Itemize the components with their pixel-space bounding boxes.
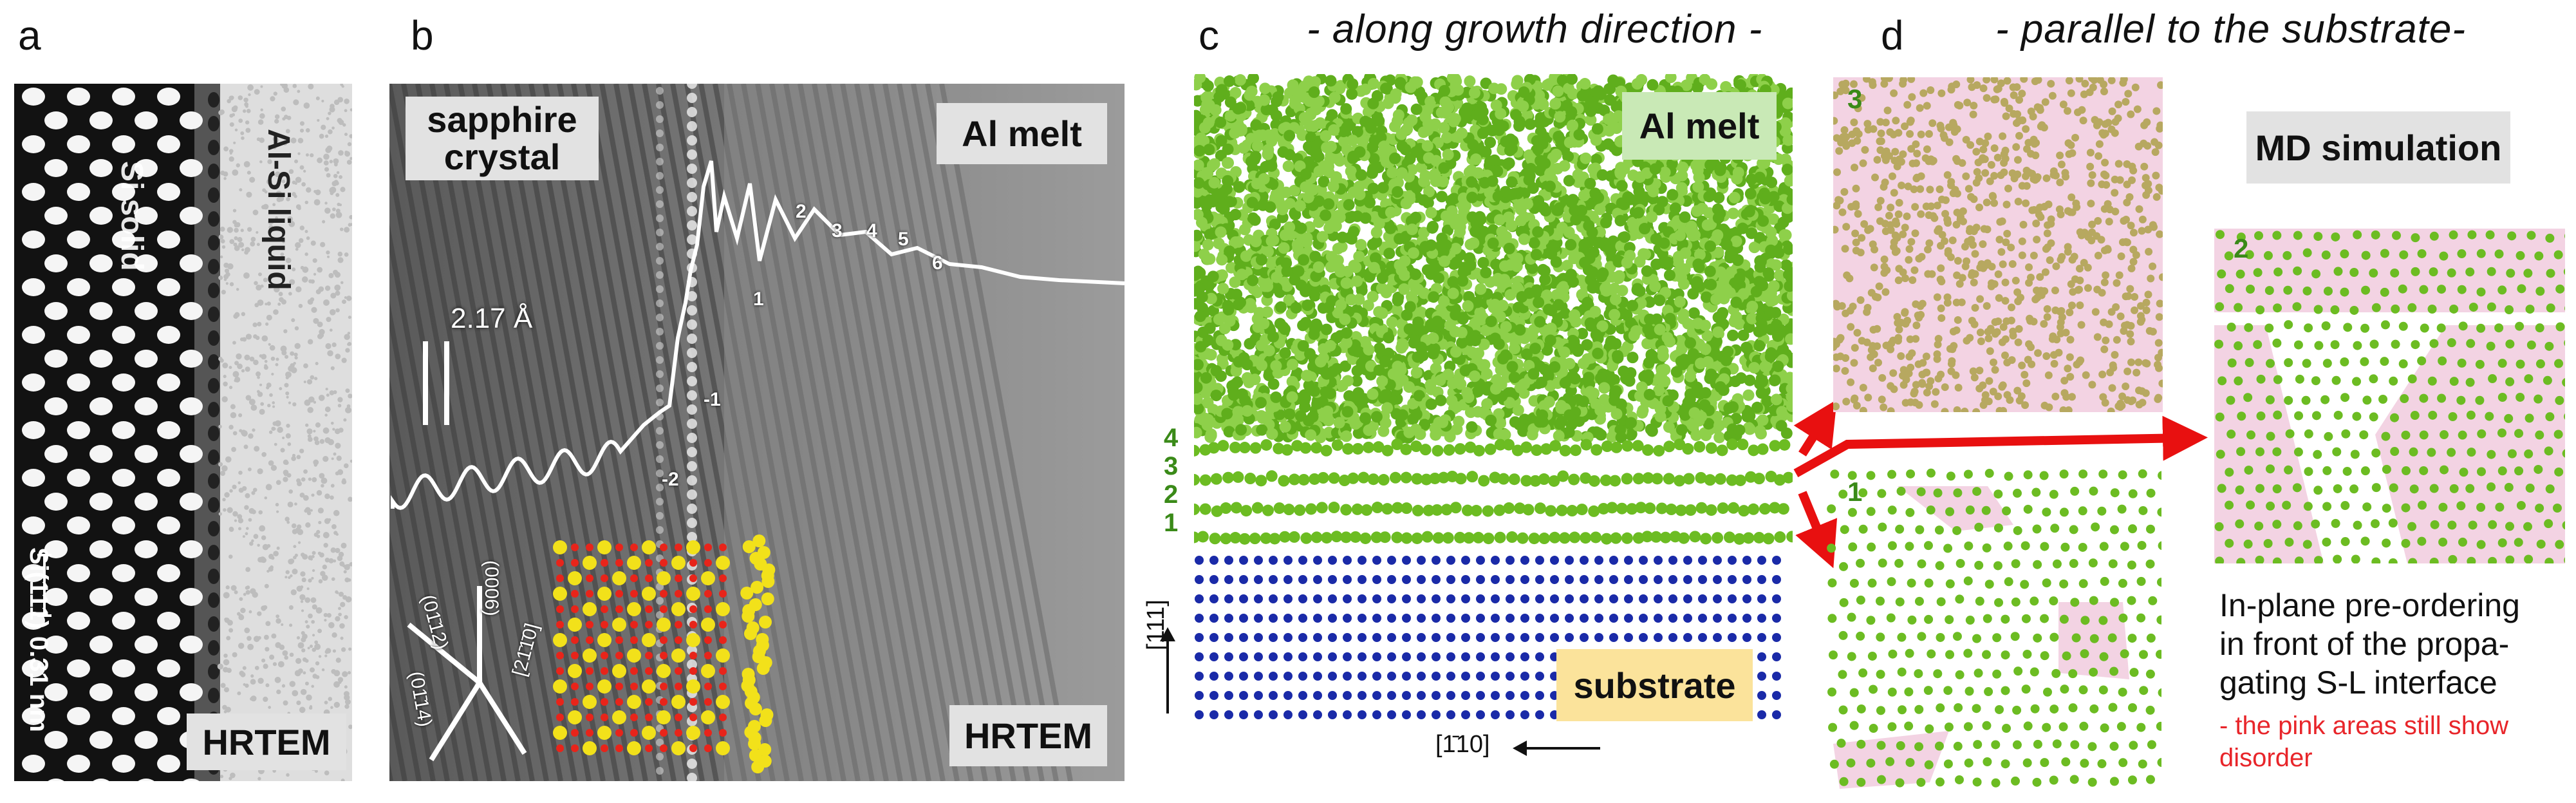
peak-label: 3: [832, 220, 843, 241]
peak-label: -1: [704, 389, 721, 410]
panel-a-image: [14, 84, 352, 781]
layer1-topview: [1827, 467, 2161, 792]
substrate-tag: substrate: [1556, 649, 1753, 721]
panel-d-title: - parallel to the substrate-: [1995, 7, 2467, 52]
sapphire-interface-image: [389, 84, 1125, 781]
hrtem-tag-a: HRTEM: [187, 713, 346, 770]
scale-bar-icon: [37, 554, 51, 617]
layer-2-label: 2: [2234, 233, 2249, 263]
axis-arrow-left-icon: [1513, 741, 1600, 756]
panel-a-letter: a: [18, 12, 41, 59]
panel-d-letter: d: [1881, 12, 1904, 59]
md-side-view: [1194, 74, 1793, 719]
direction-0006-label: (0006): [481, 560, 502, 616]
layer-3-label: 3: [1847, 84, 1863, 114]
layer-label: 3: [1164, 452, 1179, 480]
sapphire-line: sapphire: [427, 99, 577, 140]
peak-label: 2: [796, 201, 807, 222]
caption-line: in front of the propa-: [2219, 626, 2510, 662]
note-text: - the pink areas still show disorder: [2219, 710, 2508, 774]
si-lattice-image: [14, 84, 352, 781]
al-si-liquid-label: Al-Si liquid: [261, 129, 295, 290]
scale-bar-label: Si(111) 0.31 nm: [24, 547, 53, 732]
caption-text: In-plane pre-ordering in front of the pr…: [2219, 586, 2520, 702]
peak-label: 5: [898, 229, 909, 250]
note-line: disorder: [2219, 744, 2313, 772]
layer-1-label: 1: [1847, 477, 1863, 507]
layer-label: 1: [1164, 509, 1179, 537]
layer-label: 4: [1164, 424, 1179, 452]
caption-line: gating S-L interface: [2219, 665, 2497, 701]
panel-b-letter: b: [411, 12, 434, 59]
al-melt-tag-c: Al melt: [1622, 92, 1777, 160]
peak-label: -2: [662, 469, 679, 490]
peak-label: 6: [932, 252, 943, 274]
peak-label: 4: [866, 220, 877, 241]
md-simulation-tag: MD simulation: [2246, 111, 2510, 184]
sapphire-crystal-tag: sapphire crystal: [406, 97, 599, 180]
spacing-label: 2.17 Å: [451, 303, 533, 334]
layer2-topview: [2214, 229, 2565, 563]
axis-1-10-label: [1̄10]: [1435, 731, 1490, 758]
panel-c-title: - along growth direction -: [1307, 7, 1763, 52]
caption-line: In-plane pre-ordering: [2219, 587, 2520, 623]
layer3-topview: [1833, 77, 2163, 412]
panel-b-image: [389, 84, 1125, 781]
panel-c-simulation: [1194, 74, 1793, 782]
crystal-line: crystal: [443, 137, 561, 177]
hrtem-tag-b: HRTEM: [949, 705, 1107, 766]
si-solid-label: Si solid: [115, 161, 149, 271]
note-line: - the pink areas still show: [2219, 712, 2509, 740]
axis-arrow-up-icon: [1160, 627, 1175, 713]
layer-label: 2: [1164, 480, 1179, 509]
al-melt-tag-b: Al melt: [937, 103, 1107, 164]
panel-c-letter: c: [1199, 12, 1219, 59]
peak-label: 1: [753, 288, 764, 310]
